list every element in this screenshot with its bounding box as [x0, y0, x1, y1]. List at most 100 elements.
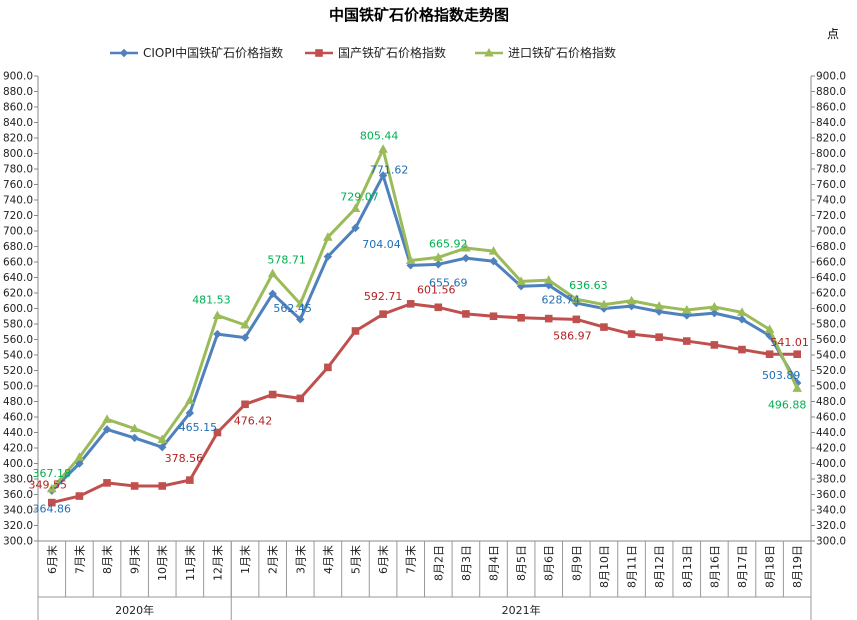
data-point	[655, 333, 663, 341]
legend-marker	[119, 48, 129, 58]
legend-item: 进口铁矿石价格指数	[475, 45, 616, 60]
data-point	[240, 319, 250, 329]
data-point	[626, 295, 637, 305]
legend-label: 进口铁矿石价格指数	[508, 45, 616, 60]
data-point	[737, 315, 747, 324]
data-point	[461, 243, 471, 252]
data-point	[378, 144, 388, 153]
y-tick-label-right: 520.0	[816, 365, 846, 377]
y-tick-label: 580.0	[3, 319, 33, 331]
legend-marker	[484, 48, 494, 57]
y-tick-label: 620.0	[3, 288, 33, 300]
y-tick-label-right: 680.0	[816, 241, 846, 253]
y-tick-label-right: 880.0	[816, 86, 846, 98]
y-tick-label-right: 540.0	[816, 350, 846, 362]
chart-title-group: 中国铁矿石价格指数走势图 点	[329, 6, 839, 41]
data-point	[48, 498, 56, 507]
y-tick-label: 560.0	[3, 334, 33, 346]
x-tick-label: 8月2日	[432, 545, 445, 581]
y-axis-left: 300.0 320.0 340.0 360.0 380.0 400.0 420.0 440.0…	[3, 71, 38, 548]
x-tick-label: 8月9日	[570, 545, 583, 581]
x-tick-label: 8月18日	[764, 545, 777, 588]
y-tick-label-right: 780.0	[816, 164, 846, 176]
data-label: 805.44	[360, 129, 399, 142]
data-point	[489, 257, 498, 266]
data-point	[462, 310, 470, 318]
y-tick-label: 380.0	[3, 474, 33, 486]
data-point	[323, 252, 333, 261]
data-label: 771.62	[370, 163, 409, 176]
data-label: 601.56	[417, 283, 456, 296]
data-point	[158, 443, 167, 452]
x-tick-label: 5月末	[348, 545, 362, 574]
data-point	[792, 383, 802, 392]
y-tick-label: 740.0	[3, 195, 33, 207]
data-point	[600, 323, 608, 331]
y-tick-label: 300.0	[3, 536, 33, 548]
data-point	[517, 314, 525, 322]
data-labels-layer: 364.86 465.15 562.45 704.04 771.62 655.69 628.…	[29, 129, 809, 515]
data-point	[240, 333, 250, 342]
data-point	[158, 482, 167, 490]
y-tick-label-right: 860.0	[816, 102, 846, 114]
x-tick-label: 7月末	[72, 545, 86, 574]
data-point	[102, 414, 112, 423]
data-point	[654, 307, 664, 316]
y-tick-label: 600.0	[3, 303, 33, 315]
data-point	[296, 394, 305, 403]
y-tick-label: 860.0	[3, 102, 33, 114]
data-point	[295, 298, 306, 308]
data-label: 465.15	[179, 421, 218, 434]
x-tick-label: 8月6日	[543, 545, 556, 581]
data-label: 578.71	[267, 254, 306, 267]
data-point	[267, 268, 278, 278]
data-label: 655.69	[429, 276, 468, 289]
y-tick-label-right: 720.0	[816, 210, 846, 222]
y-tick-label: 440.0	[3, 427, 33, 439]
y-tick-label-right: 480.0	[816, 396, 846, 408]
data-label: 367.18	[33, 467, 72, 480]
y-tick-label: 880.0	[3, 86, 33, 98]
data-label: 586.97	[553, 329, 592, 342]
data-point	[296, 315, 305, 324]
data-point	[599, 299, 609, 309]
series-layer	[47, 144, 802, 507]
data-point	[406, 300, 415, 308]
x-tick-label: 8月10日	[598, 545, 611, 588]
y-tick-label-right: 760.0	[816, 179, 846, 191]
y-tick-label-right: 800.0	[816, 148, 846, 160]
data-point	[793, 350, 801, 359]
data-point	[737, 307, 747, 316]
data-point	[572, 315, 581, 324]
data-label: 378.56	[165, 452, 204, 465]
legend-item: CIOPI中国铁矿石价格指数	[110, 45, 283, 60]
y-tick-label: 780.0	[3, 164, 33, 176]
data-point	[379, 310, 387, 318]
data-label: 628.74	[541, 293, 580, 306]
data-point	[268, 390, 277, 399]
series-group	[47, 144, 802, 493]
data-point	[433, 252, 444, 261]
data-point	[186, 476, 194, 484]
data-point	[378, 171, 388, 180]
x-tick-label: 6月末	[376, 545, 390, 574]
data-point	[709, 301, 720, 311]
data-point	[544, 314, 553, 323]
data-point	[212, 310, 223, 319]
data-point	[571, 294, 582, 303]
x-tick-label: 1月末	[238, 545, 252, 574]
data-point	[654, 301, 664, 310]
y-tick-label-right: 560.0	[816, 334, 846, 346]
y-tick-label: 500.0	[3, 381, 33, 393]
series-line	[50, 147, 799, 490]
y-tick-label-right: 460.0	[816, 412, 846, 424]
data-label: 503.89	[762, 369, 801, 382]
y-tick-label: 420.0	[3, 443, 33, 455]
y-tick-label: 660.0	[3, 257, 33, 269]
x-tick-label: 11月末	[183, 545, 197, 581]
data-point	[185, 408, 195, 418]
data-label: 729.07	[340, 190, 379, 203]
data-point	[572, 298, 581, 308]
x-tick-label: 4月末	[321, 545, 335, 574]
data-point	[765, 350, 774, 359]
